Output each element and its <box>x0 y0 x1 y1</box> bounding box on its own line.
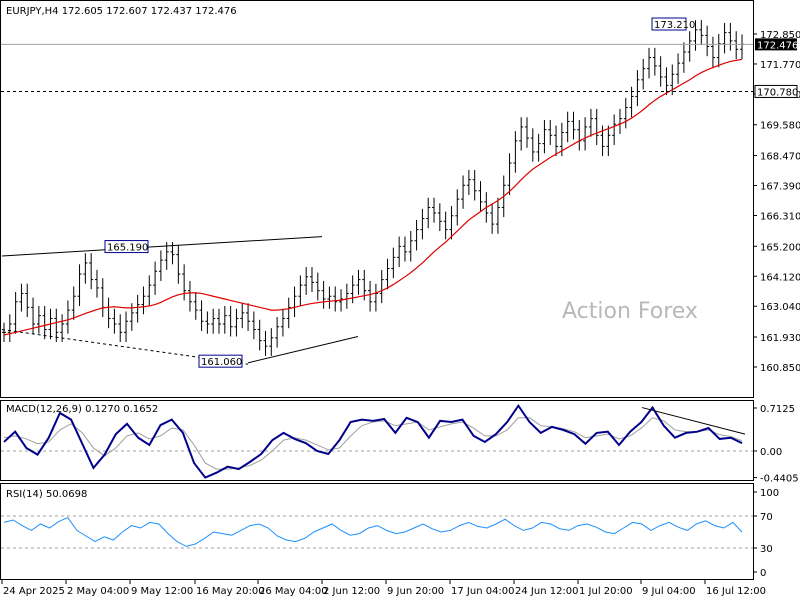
price-tick-label: 172.850 <box>760 30 800 41</box>
price-tick-label: 166.310 <box>760 211 800 222</box>
macd-divergence-trendline <box>641 407 746 435</box>
price-layer: 173.210 165.190 161.060 <box>1 17 753 368</box>
x-tick-label: 9 Jun 20:00 <box>387 586 444 597</box>
macd-signal-line <box>3 417 743 470</box>
x-tick-label: 26 May 04:00 <box>259 586 328 597</box>
current-price-tag-label: 172.476 <box>757 40 798 51</box>
price-tick-label: 167.390 <box>760 182 800 193</box>
rsi-layer <box>1 515 753 549</box>
macd-panel-frame <box>0 400 754 481</box>
price-annotation-box <box>104 240 149 254</box>
support-trendline <box>247 335 359 364</box>
x-tick-label: 1 Jul 20:00 <box>579 586 633 597</box>
macd-tick-label: 0.00 <box>760 447 782 458</box>
price-annotation-box <box>198 354 243 368</box>
x-tick-label: 2 Jun 12:00 <box>323 586 380 597</box>
ohlc-header: EURJPY,H4 172.605 172.607 172.437 172.47… <box>6 6 237 17</box>
x-tick-label: 9 May 12:00 <box>131 586 193 597</box>
moving-average-line <box>3 58 743 336</box>
rsi-label: RSI(14) 50.0698 <box>6 489 87 500</box>
x-tick-label: 16 May 20:00 <box>196 586 265 597</box>
price-tick-label: 164.120 <box>760 272 800 283</box>
macd-tick-label: 0.7125 <box>760 404 795 415</box>
price-tick-label: 160.850 <box>760 363 800 374</box>
price-annotation-label: 173.210 <box>654 20 695 31</box>
price-annotation-label: 165.190 <box>107 243 148 254</box>
level-tag <box>754 84 798 98</box>
x-tick-label: 24 Jun 12:00 <box>515 586 579 597</box>
price-panel-frame <box>0 0 754 398</box>
price-annotation-box <box>651 17 687 31</box>
macd-tick-label: -0.4405 <box>760 474 799 485</box>
rsi-tick-label: 30 <box>760 544 773 555</box>
price-tick-label: 163.040 <box>760 302 800 313</box>
current-price-tag <box>755 38 797 51</box>
price-tick-label: 165.200 <box>760 242 800 253</box>
axis-layer: 172.850171.770170.690169.580168.470167.3… <box>1 30 800 597</box>
watermark: Action Forex <box>562 299 698 324</box>
price-tick-label: 169.580 <box>760 121 800 132</box>
price-tick-label: 171.770 <box>760 60 800 71</box>
x-tick-label: 16 Jul 12:00 <box>706 586 766 597</box>
macd-label: MACD(12,26,9) 0.1270 0.1652 <box>6 404 158 415</box>
price-tick-label: 161.930 <box>760 333 800 344</box>
x-tick-label: 17 Jun 04:00 <box>451 586 515 597</box>
rsi-panel-frame <box>0 483 754 580</box>
level-tag-label: 170.780 <box>757 87 798 98</box>
macd-layer <box>1 403 753 479</box>
rsi-line <box>3 516 743 547</box>
rsi-tick-label: 70 <box>760 512 773 523</box>
rsi-tick-label: 0 <box>760 568 766 579</box>
price-annotation-label: 161.060 <box>201 357 242 368</box>
x-tick-label: 24 Apr 2025 <box>3 586 65 597</box>
upper-trendline <box>1 236 323 257</box>
x-tick-label: 2 May 04:00 <box>67 586 129 597</box>
x-tick-label: 9 Jul 04:00 <box>642 586 696 597</box>
price-tick-label: 168.470 <box>760 152 800 163</box>
macd-main-line <box>3 403 743 479</box>
rsi-tick-label: 100 <box>760 488 779 499</box>
